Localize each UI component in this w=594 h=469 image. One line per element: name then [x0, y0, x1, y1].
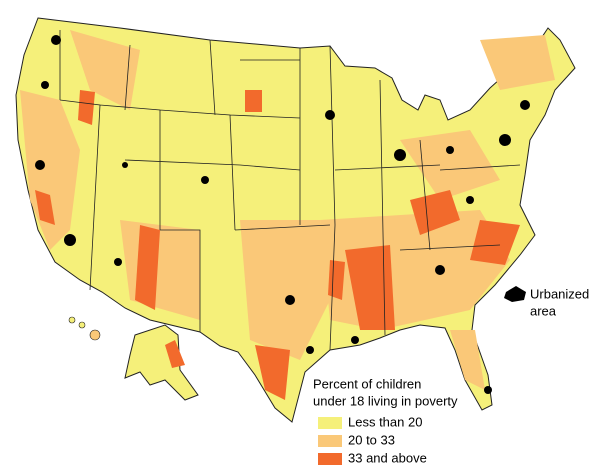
urbanized-label: area	[530, 303, 557, 318]
urban	[201, 176, 209, 184]
legend-label: 20 to 33	[348, 432, 395, 447]
legend-title: Percent of children	[313, 376, 421, 391]
urban	[306, 346, 314, 354]
urban	[520, 100, 530, 110]
state-lines	[59, 30, 521, 351]
area	[35, 190, 55, 225]
urban	[41, 81, 49, 89]
area	[345, 245, 395, 330]
urbanized-label: Urbanized	[530, 286, 589, 301]
alaska	[124, 324, 199, 401]
urbanized-key: Urbanized area	[504, 286, 589, 318]
urban	[114, 258, 122, 266]
urban	[285, 295, 295, 305]
urban	[435, 265, 445, 275]
map-shapes	[15, 17, 576, 423]
legend-swatch	[318, 453, 342, 465]
urban	[35, 160, 45, 170]
area	[328, 260, 345, 300]
urban	[325, 110, 335, 120]
island	[78, 321, 86, 329]
area	[410, 190, 460, 235]
urban	[351, 336, 359, 344]
urbanized-symbol	[504, 286, 526, 302]
hawaii	[68, 316, 101, 341]
urban	[446, 146, 454, 154]
legend-swatch	[318, 435, 342, 447]
area	[255, 345, 290, 400]
urban	[64, 234, 76, 246]
urban	[466, 196, 474, 204]
area	[480, 35, 555, 90]
high-areas	[35, 90, 520, 400]
urbanized-areas	[35, 35, 530, 394]
legend-title: under 18 living in poverty	[313, 393, 458, 408]
legend-label: Less than 20	[348, 414, 422, 429]
area	[450, 330, 485, 390]
urban	[51, 35, 61, 45]
island	[89, 329, 101, 341]
legend: Percent of children under 18 living in p…	[313, 376, 458, 465]
urban	[394, 149, 406, 161]
legend-swatch	[318, 417, 342, 429]
area	[165, 340, 185, 368]
area	[240, 220, 330, 360]
urban	[484, 386, 492, 394]
area	[70, 30, 140, 110]
legend-label: 33 and above	[348, 450, 427, 465]
area	[245, 90, 262, 112]
area	[78, 90, 95, 125]
area	[470, 220, 520, 265]
area	[400, 130, 500, 200]
urban	[499, 134, 511, 146]
island	[68, 316, 76, 324]
urban	[122, 162, 128, 168]
area	[20, 90, 80, 250]
area	[135, 225, 160, 310]
